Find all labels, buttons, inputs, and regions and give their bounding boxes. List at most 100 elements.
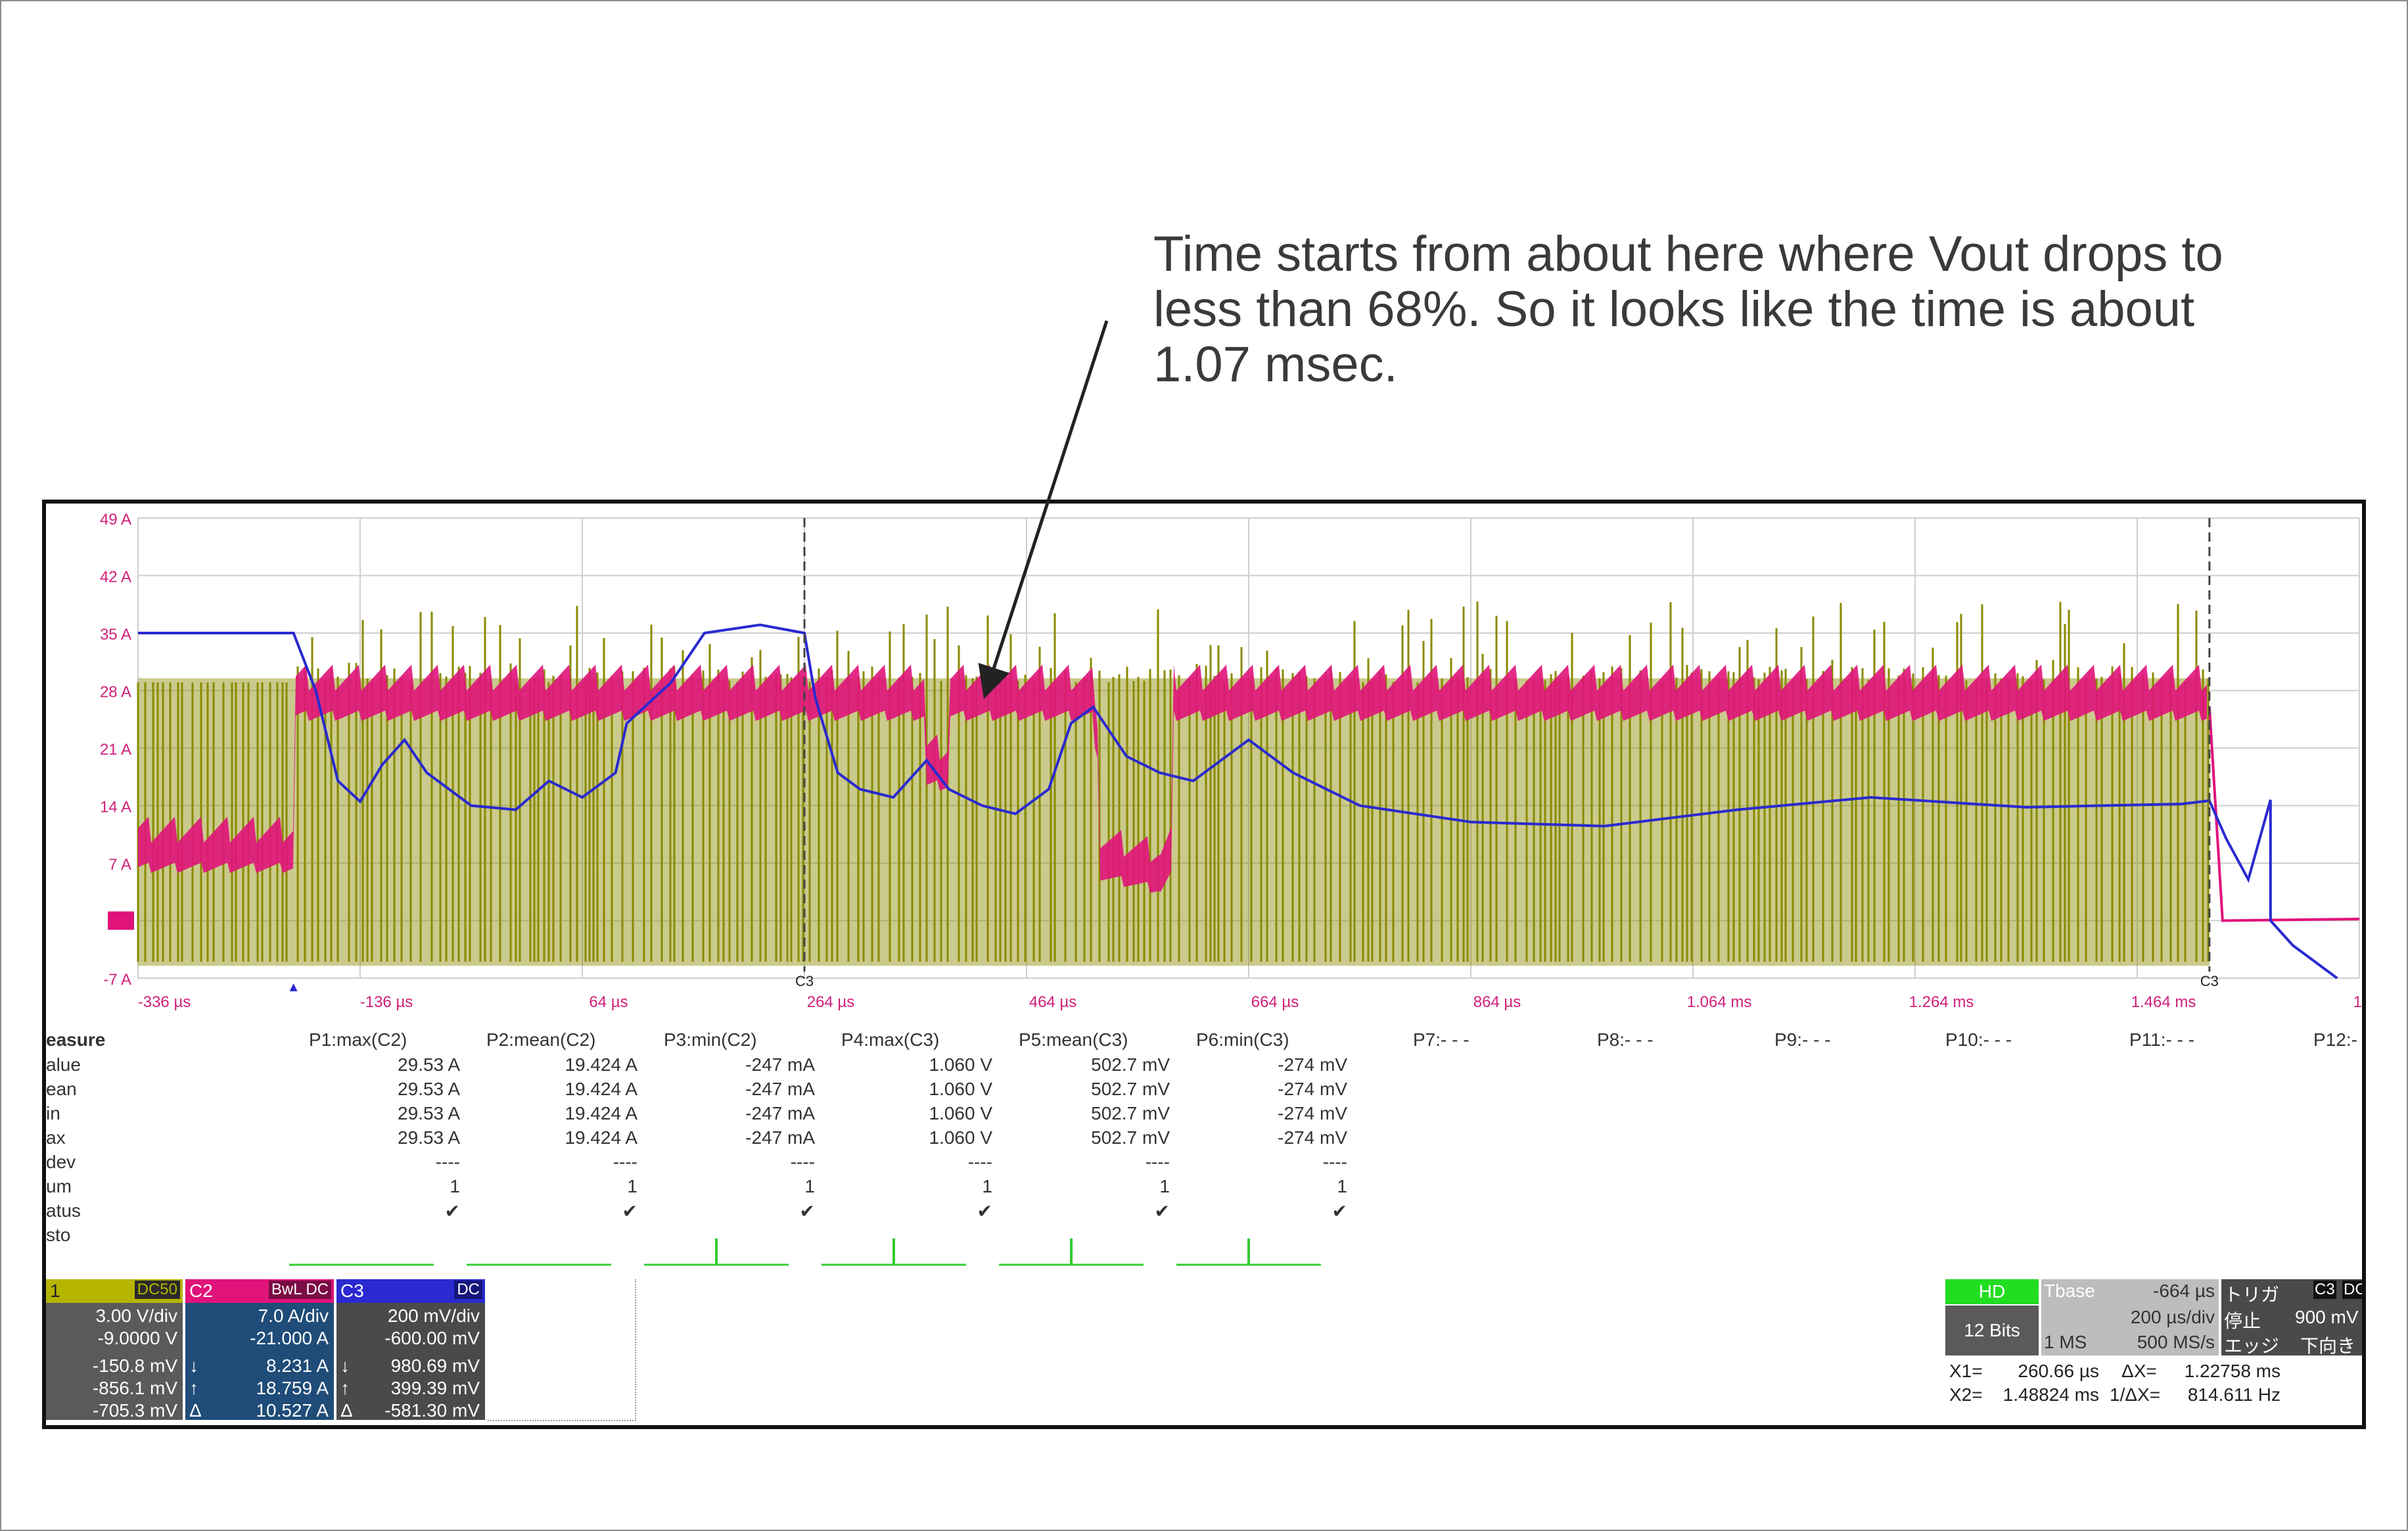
coupling-badge: BwL DC — [268, 1281, 331, 1299]
channel-2-descriptor[interactable]: C2 BwL DC 7.0 A/div -21.000 A ↓ 8.231 A … — [185, 1279, 334, 1421]
measure-column-header[interactable]: P1:max(C2) — [309, 1029, 407, 1050]
measure-row-label: um — [46, 1176, 72, 1196]
hd-badge: HD — [1945, 1279, 2039, 1304]
measure-cell: ---- — [613, 1152, 637, 1172]
channel-2-trace — [138, 665, 2207, 893]
measure-row-label: ax — [46, 1127, 66, 1148]
measure-cell: ✔ — [977, 1201, 992, 1221]
cursor-delta: -581.30 mV — [384, 1400, 480, 1421]
measure-column-header[interactable]: P11:- - - — [2129, 1029, 2195, 1050]
measure-cell: -247 mA — [745, 1127, 815, 1148]
delta-x-value: 1.22758 ms — [2184, 1361, 2281, 1381]
channel-3-descriptor[interactable]: C3 DC 200 mV/div -600.00 mV ↓ 980.69 mV … — [336, 1279, 485, 1421]
cursor-value: 18.759 A — [256, 1378, 329, 1398]
x-axis-tick-label: -336 µs — [138, 993, 191, 1011]
measure-column-header[interactable]: P9:- - - — [1774, 1029, 1831, 1050]
measure-column-header[interactable]: P2:mean(C2) — [486, 1029, 596, 1050]
measure-cell: 1 — [1159, 1176, 1170, 1196]
trigger-level: 900 mV — [2295, 1307, 2359, 1327]
delta-mark: Δ — [340, 1400, 353, 1421]
cursor-label: C3 — [795, 973, 814, 989]
histogram-strip — [289, 1238, 1321, 1266]
annotation-line: 1.07 msec. — [1153, 337, 1398, 392]
channel-id: C2 — [189, 1281, 213, 1301]
bit-depth: 12 Bits — [1945, 1306, 2039, 1355]
empty-channel-slot — [488, 1279, 636, 1421]
y-axis-tick-label: 14 A — [100, 799, 131, 816]
x-axis-tick-label: 264 µs — [807, 993, 855, 1011]
delta-mark: Δ — [189, 1400, 202, 1421]
volts-per-div: 3.00 V/div — [95, 1306, 177, 1326]
cursor-down-mark: ↓ — [340, 1355, 350, 1376]
y-axis-tick-label: 28 A — [100, 684, 131, 701]
measure-cell: -274 mV — [1278, 1054, 1347, 1075]
cursor-value: 980.69 mV — [390, 1355, 480, 1376]
measure-cell: 502.7 mV — [1091, 1079, 1170, 1099]
x-axis-tick-label: 664 µs — [1251, 993, 1299, 1011]
cursor-label: C3 — [2200, 973, 2219, 989]
measure-cell: 1 — [982, 1176, 992, 1196]
channel-1-descriptor[interactable]: 1 DC50 3.00 V/div -9.0000 V -150.8 mV -8… — [46, 1279, 183, 1421]
measure-column-header[interactable]: P5:mean(C3) — [1019, 1029, 1128, 1050]
measure-cell: 1 — [1337, 1176, 1347, 1196]
measure-cell: -274 mV — [1278, 1079, 1347, 1099]
measure-cell: ✔ — [622, 1201, 637, 1221]
channel-2-ground-marker — [108, 911, 134, 930]
measure-column-header[interactable]: P4:max(C3) — [841, 1029, 940, 1050]
measure-cell: 1.060 V — [929, 1103, 992, 1123]
measure-cell: ✔ — [1331, 1201, 1347, 1221]
trigger-type: エッジ — [2224, 1336, 2280, 1356]
trigger-slope: 下向き — [2300, 1336, 2356, 1356]
offset: -600.00 mV — [384, 1328, 480, 1348]
measure-row-label: in — [46, 1103, 60, 1123]
measure-column-header[interactable]: P3:min(C2) — [664, 1029, 757, 1050]
measure-cell: ✔ — [799, 1201, 815, 1221]
x-axis-tick-label: 1.664 ms — [2353, 993, 2362, 1011]
cursor-down-mark: ↓ — [189, 1355, 198, 1376]
measure-cell: -247 mA — [745, 1103, 815, 1123]
measure-column-header[interactable]: P7:- - - — [1413, 1029, 1470, 1050]
cursor-value: 8.231 A — [266, 1355, 329, 1376]
y-axis-tick-label: 7 A — [108, 856, 131, 874]
measure-cell: ---- — [1322, 1152, 1347, 1172]
cursor-x2-value: 1.48824 ms — [2003, 1384, 2099, 1405]
y-axis-tick-label: 21 A — [100, 741, 131, 759]
delta-x-label: ΔX= — [2121, 1361, 2157, 1381]
x-axis-tick-label: 464 µs — [1029, 993, 1077, 1011]
y-axis-tick-label: 35 A — [100, 626, 131, 644]
offset: -21.000 A — [250, 1328, 329, 1348]
coupling-badge: DC — [454, 1281, 482, 1299]
measure-cell: ---- — [1145, 1152, 1170, 1172]
measure-row-label: dev — [46, 1152, 76, 1172]
channel-1-trace — [137, 601, 2210, 962]
cursor-value: -856.1 mV — [92, 1378, 177, 1398]
channel-id: 1 — [50, 1281, 60, 1301]
trigger-coupling: DC — [2342, 1281, 2362, 1299]
sample-rate: 500 MS/s — [2137, 1332, 2215, 1352]
measure-cell: 1 — [450, 1176, 460, 1196]
coupling-badge: DC50 — [134, 1281, 180, 1299]
channel-1-envelope — [138, 678, 2210, 966]
measure-cell: 1.060 V — [929, 1079, 992, 1099]
measure-cell: 29.53 A — [398, 1054, 460, 1075]
measure-cell: 1 — [804, 1176, 815, 1196]
measure-column-header[interactable]: P12:- - - — [2313, 1029, 2362, 1050]
measure-cell: ✔ — [1154, 1201, 1170, 1221]
cursor-value: -150.8 mV — [92, 1355, 177, 1376]
x-axis-tick-label: 64 µs — [589, 993, 628, 1011]
measure-column-header[interactable]: P6:min(C3) — [1196, 1029, 1289, 1050]
trigger-mode: 停止 — [2224, 1311, 2261, 1331]
timebase-panel[interactable]: HD 12 Bits Tbase -664 µs 200 µs/div 1 MS… — [1945, 1279, 2362, 1420]
tbase-value: -664 µs — [2153, 1281, 2215, 1301]
trigger-channel: C3 — [2313, 1281, 2336, 1299]
x-axis-tick-label: 1.464 ms — [2131, 993, 2196, 1011]
inverse-delta-x-value: 814.611 Hz — [2187, 1384, 2281, 1405]
measure-cell: 1.060 V — [929, 1127, 992, 1148]
measure-column-header[interactable]: P8:- - - — [1597, 1029, 1654, 1050]
cursor-up-mark: ↑ — [340, 1378, 350, 1398]
measure-cell: 19.424 A — [565, 1054, 637, 1075]
trigger-marker — [289, 983, 298, 991]
measure-row-label: sto — [46, 1225, 71, 1245]
measure-column-header[interactable]: P10:- - - — [1945, 1029, 2012, 1050]
inverse-delta-x-label: 1/ΔX= — [2110, 1384, 2161, 1405]
